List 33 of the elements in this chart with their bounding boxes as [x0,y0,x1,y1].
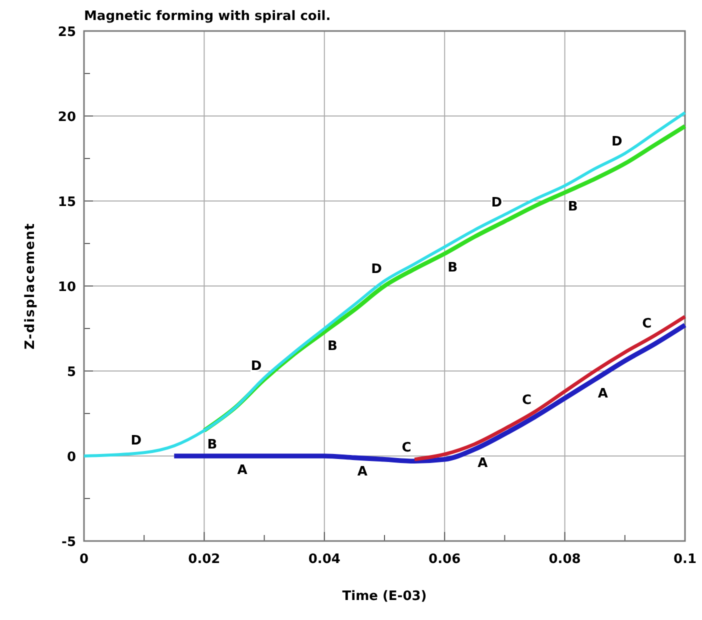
y-tick-label: 0 [66,450,76,465]
line-series [82,111,686,458]
series-label: A [357,464,368,480]
text: B [207,438,218,452]
y-tick-label: 15 [58,195,76,210]
x-tick-label: 0 [79,552,89,567]
y-axis-title: Z-displacement [23,222,38,350]
text: C [522,392,532,408]
y-tick-label: 10 [58,280,76,295]
text: B [568,200,578,214]
text: A [237,463,248,478]
series-label: C [642,316,652,332]
chart-title: Magnetic forming with spiral coil. [84,9,331,24]
series-label: B [327,338,338,354]
text: D [491,196,502,211]
x-tick-label: 0.02 [188,552,220,567]
text: A [478,456,488,472]
y-tick-label: 25 [58,25,76,40]
x-tick-label: 0.04 [308,552,340,567]
x-axis-title: Time (E-03) [342,589,427,604]
x-tick-label: 0.06 [428,552,461,567]
text: D [371,262,382,277]
y-tick-label: 5 [66,365,76,380]
x-tick-label: 0.1 [673,552,697,567]
text: C [402,440,412,456]
text: B [448,260,458,276]
y-tick-label: -5 [62,535,76,550]
series-label: D [130,434,142,449]
x-tick-label: 0.08 [548,552,581,567]
text: A [598,386,608,402]
text: D [612,134,622,150]
y-tick-label: 20 [58,110,76,125]
text: D [250,358,262,374]
